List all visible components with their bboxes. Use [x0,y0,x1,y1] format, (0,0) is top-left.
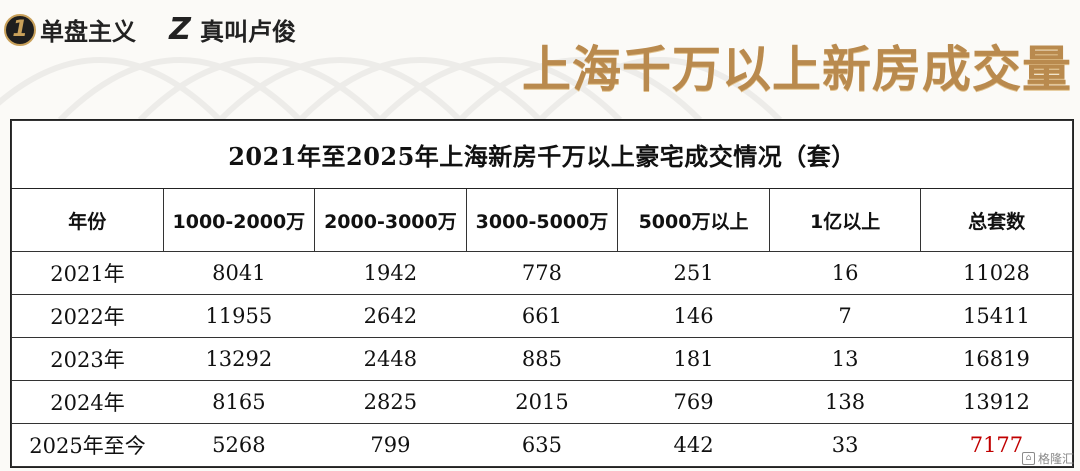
value-cell: 16 [769,251,921,295]
value-cell: 15411 [920,294,1073,338]
value-cell: 13 [769,337,921,381]
value-cell: 146 [617,294,770,338]
table-body: 2021年 8041 1942 778 251 16 11028 2022年 11955 2642… [11,251,1073,467]
watermark-icon: ⌂ [1021,452,1035,465]
value-cell: 8165 [163,380,315,424]
luxury-sales-table: 2021年至2025年上海新房千万以上豪宅成交情况（套） 年份 1000-2000… [11,120,1073,467]
brand-logo-zhenjiao: Z 真叫卢俊 [164,12,296,47]
table-row: 2025年至今 5268 799 635 442 33 7177 [11,423,1073,467]
column-header: 2000-3000万 [314,188,467,252]
column-header: 1亿以上 [768,188,922,252]
value-cell: 16819 [920,337,1073,381]
table-row: 2024年 8165 2825 2015 769 138 13912 [11,380,1073,424]
value-cell: 13292 [163,337,315,381]
value-cell: 33 [769,423,921,467]
value-cell: 251 [617,251,770,295]
year-cell: 2023年 [11,337,164,381]
value-cell: 11955 [163,294,315,338]
table-row: 2022年 11955 2642 661 146 7 15411 [11,294,1073,338]
value-cell: 2825 [314,380,467,424]
brand-logo-danpan: 1 单盘主义 [4,12,136,47]
zhenjiao-logo-icon: Z [169,12,191,47]
table-header-row: 年份 1000-2000万 2000-3000万 3000-5000万 5000万以上 1… [11,188,1073,252]
brand-name-zhenjiao: 真叫卢俊 [200,18,296,46]
luxury-sales-table-container: 2021年至2025年上海新房千万以上豪宅成交情况（套） 年份 1000-2000… [10,119,1074,468]
value-cell: 769 [617,380,770,424]
value-cell: 885 [466,337,618,381]
page-headline: 上海千万以上新房成交量 [521,41,1072,98]
value-cell: 5268 [163,423,315,467]
value-cell: 138 [769,380,921,424]
year-cell: 2022年 [11,294,164,338]
value-cell: 778 [466,251,618,295]
year-cell: 2025年至今 [11,423,164,467]
value-cell: 1942 [314,251,467,295]
value-cell: 7177 [920,423,1073,467]
column-header: 3000-5000万 [465,188,619,252]
value-cell: 8041 [163,251,315,295]
value-cell: 7 [769,294,921,338]
year-cell: 2021年 [11,251,164,295]
value-cell: 799 [314,423,467,467]
column-header: 1000-2000万 [162,188,316,252]
year-cell: 2024年 [11,380,164,424]
value-cell: 11028 [920,251,1073,295]
value-cell: 13912 [920,380,1073,424]
danpan-logo-icon: 1 [4,13,36,46]
brand-name-danpan: 单盘主义 [40,18,136,46]
table-row: 2021年 8041 1942 778 251 16 11028 [11,251,1073,295]
column-header: 年份 [11,188,164,252]
watermark: ⌂ 格隆汇 [1021,450,1074,467]
column-header: 5000万以上 [617,188,770,252]
column-header: 总套数 [920,188,1073,252]
value-cell: 661 [466,294,618,338]
table-caption: 2021年至2025年上海新房千万以上豪宅成交情况（套） [11,120,1073,189]
value-cell: 2015 [466,380,618,424]
value-cell: 635 [466,423,618,467]
value-cell: 2448 [314,337,467,381]
value-cell: 181 [617,337,770,381]
table-row: 2023年 13292 2448 885 181 13 16819 [11,337,1073,381]
value-cell: 2642 [314,294,467,338]
value-cell: 442 [617,423,770,467]
watermark-text: 格隆汇 [1037,452,1074,466]
